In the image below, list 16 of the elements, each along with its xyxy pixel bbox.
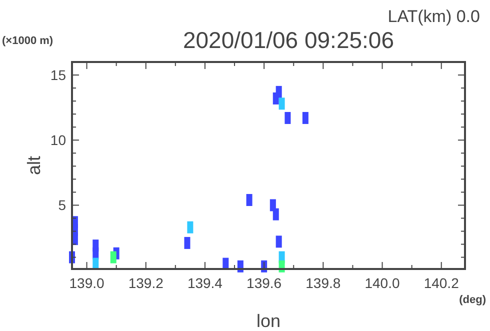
x-tick-label: 140.2 [424, 275, 460, 291]
x-tick-label: 139.0 [69, 275, 104, 291]
text: (×1000 m) [2, 35, 54, 47]
text: LAT(km) 0.0 [388, 7, 480, 26]
x-tick-label: 139.6 [246, 275, 282, 291]
x-axis-title: lon [256, 311, 281, 331]
x-tick-label: 139.4 [187, 275, 223, 291]
y-axis-title: alt [24, 156, 44, 176]
y-tick-label: 15 [50, 67, 66, 84]
x-tick-label: 139.2 [128, 275, 164, 291]
y-tick-label: 5 [58, 197, 66, 214]
x-tick-label: 140.0 [364, 275, 400, 291]
x-tick-label: 139.8 [306, 275, 341, 291]
text: (deg) [459, 294, 486, 306]
chart-title: 2020/01/06 09:25:06 [182, 27, 394, 53]
y-tick-label: 10 [50, 132, 66, 148]
